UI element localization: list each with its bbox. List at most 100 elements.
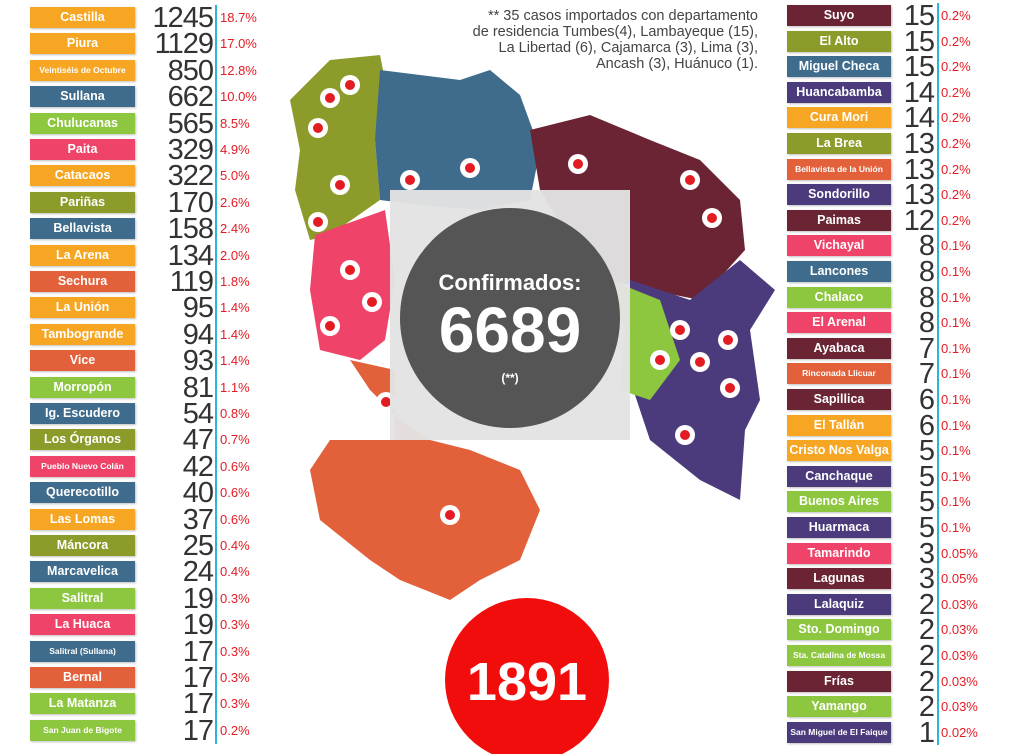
case-percent: 0.1% — [941, 340, 971, 356]
district-label: La Brea — [787, 133, 891, 154]
district-label: Canchaque — [787, 465, 891, 487]
case-count: 5 — [918, 435, 935, 468]
district-label: Rinconada Llicuar — [787, 363, 891, 385]
region — [375, 70, 540, 210]
case-percent: 0.3% — [220, 643, 250, 659]
case-count: 6 — [918, 384, 935, 416]
case-count: 850 — [167, 54, 214, 87]
case-percent: 2.6% — [220, 194, 250, 210]
region — [310, 210, 395, 360]
case-count: 37 — [182, 503, 214, 536]
case-count: 2 — [918, 691, 935, 724]
case-percent: 0.1% — [941, 417, 971, 433]
case-count: 93 — [182, 345, 214, 378]
case-percent: 0.03% — [941, 673, 978, 689]
summary-circle — [400, 208, 620, 428]
district-label: Pueblo Nuevo Colán — [30, 455, 135, 477]
case-count: 15 — [903, 51, 935, 84]
case-percent: 0.1% — [941, 366, 971, 382]
district-label: Lalaquiz — [787, 593, 891, 615]
district-label: Bernal — [30, 667, 135, 688]
district-label: Catacaos — [30, 165, 135, 187]
case-count: 54 — [182, 398, 214, 430]
case-count: 17 — [182, 662, 214, 694]
case-percent: 12.8% — [220, 62, 257, 78]
district-label: Veintiséis de Octubre — [30, 59, 135, 81]
note-line: ** 35 casos importados con departamento — [487, 8, 758, 24]
case-count: 42 — [182, 450, 214, 483]
case-count: 13 — [903, 153, 935, 186]
district-label: Suyo — [787, 5, 891, 26]
case-count: 2 — [918, 614, 935, 647]
district-label: El Arenal — [787, 312, 891, 334]
district-label: La Huaca — [30, 614, 135, 636]
district-label: El Tallán — [787, 414, 891, 436]
district-label: Ig. Escudero — [30, 403, 135, 424]
district-label: El Alto — [787, 30, 891, 52]
case-percent: 1.4% — [220, 326, 250, 342]
case-count: 25 — [182, 530, 214, 562]
case-percent: 0.1% — [941, 443, 971, 459]
case-percent: 0.1% — [941, 315, 971, 331]
case-percent: 0.03% — [941, 596, 978, 612]
case-count: 81 — [182, 371, 214, 404]
district-label: Máncora — [30, 535, 135, 556]
district-label: Ayabaca — [787, 337, 891, 359]
district-label: La Matanza — [30, 693, 135, 715]
district-label: San Juan de Bigote — [30, 719, 135, 741]
case-count: 662 — [167, 81, 214, 114]
case-percent: 2.0% — [220, 247, 250, 263]
district-label: Cristo Nos Valga — [787, 440, 891, 462]
case-count: 170 — [167, 186, 214, 219]
case-count: 1245 — [152, 2, 214, 34]
highlight-circle — [445, 598, 609, 754]
district-label: La Unión — [30, 297, 135, 319]
case-percent: 5.0% — [220, 168, 250, 184]
note-line: Ancash (3), Huánuco (1). — [596, 56, 758, 72]
case-percent: 8.5% — [220, 115, 250, 131]
case-count: 5 — [918, 460, 935, 493]
region — [290, 55, 385, 240]
case-count: 47 — [182, 424, 214, 457]
case-percent: 0.2% — [941, 161, 971, 177]
case-count: 94 — [182, 318, 214, 351]
case-percent: 0.1% — [941, 494, 971, 510]
note-line: de residencia Tumbes(4), Lambayeque (15)… — [472, 24, 758, 40]
district-label: San Miguel de El Faique — [787, 721, 891, 743]
case-percent: 0.1% — [941, 468, 971, 484]
case-percent: 0.7% — [220, 432, 250, 448]
case-count: 19 — [182, 609, 214, 642]
case-percent: 0.03% — [941, 648, 978, 663]
district-label: Sapillica — [787, 389, 891, 410]
district-label: La Arena — [30, 244, 135, 266]
case-count: 158 — [167, 213, 214, 246]
case-percent: 17.0% — [220, 36, 257, 52]
case-count: 134 — [167, 239, 214, 272]
note: ** 35 casos importados con departamento d… — [400, 8, 758, 72]
case-percent: 1.4% — [220, 353, 250, 369]
case-count: 7 — [918, 332, 935, 365]
case-count: 119 — [169, 266, 214, 298]
district-label: Cura Mori — [787, 107, 891, 129]
district-label: Vichayal — [787, 235, 891, 257]
district-label: Tamarindo — [787, 542, 891, 564]
district-label: Sta. Catalina de Mossa — [787, 645, 891, 666]
case-percent: 0.2% — [941, 8, 971, 23]
case-percent: 0.4% — [220, 538, 250, 553]
district-label: Lancones — [787, 261, 891, 282]
case-count: 1129 — [154, 28, 214, 61]
district-label: Frías — [787, 670, 891, 692]
case-count: 8 — [918, 281, 935, 314]
district-label: Buenos Aires — [787, 491, 891, 513]
case-count: 322 — [167, 160, 214, 193]
district-label: Sondorillo — [787, 184, 891, 206]
case-count: 19 — [182, 582, 214, 615]
district-label: Paita — [30, 139, 135, 160]
case-count: 8 — [918, 256, 935, 288]
district-label: Sechura — [30, 271, 135, 292]
district-label: Vice — [30, 350, 135, 372]
case-percent: 1.8% — [220, 274, 250, 289]
case-percent: 0.03% — [941, 699, 978, 715]
case-count: 40 — [182, 477, 214, 510]
